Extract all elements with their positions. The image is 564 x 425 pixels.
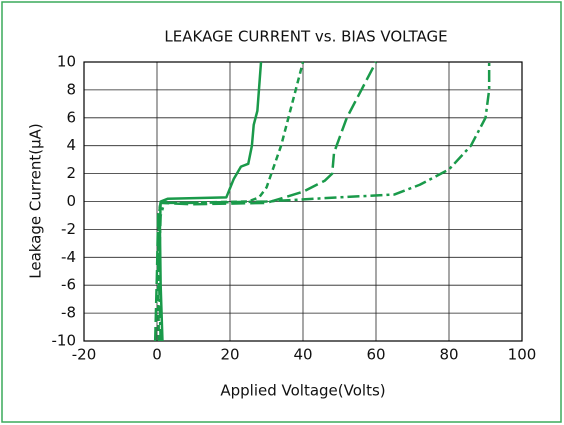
series-line [157,62,491,342]
series-line [158,61,263,342]
y-tick-label: 2 [66,164,76,182]
y-tick-label: 0 [66,192,76,210]
y-tick-label: -10 [52,332,77,350]
chart-title: LEAKAGE CURRENT vs. BIAS VOLTAGE [164,28,447,46]
y-tick-label: -6 [61,276,76,294]
x-tick-label: 80 [439,346,458,364]
x-tick-label: -20 [72,346,97,364]
y-axis-label: Leakage Current(μA) [27,123,45,279]
y-tick-label: -2 [61,220,76,238]
y-tick-label: 4 [66,136,76,154]
series-line [153,61,378,342]
x-tick-label: 60 [366,346,385,364]
y-tick-label: 10 [57,53,76,71]
x-tick-label: 20 [220,346,239,364]
x-tick-label: 0 [152,346,162,364]
x-axis-label: Applied Voltage(Volts) [220,382,385,400]
x-tick-label: 40 [293,346,312,364]
y-tick-label: -4 [61,248,76,266]
x-tick-label: 100 [508,346,537,364]
y-tick-label: 6 [66,108,76,126]
y-tick-label: -8 [61,304,76,322]
y-tick-label: 8 [66,80,76,98]
